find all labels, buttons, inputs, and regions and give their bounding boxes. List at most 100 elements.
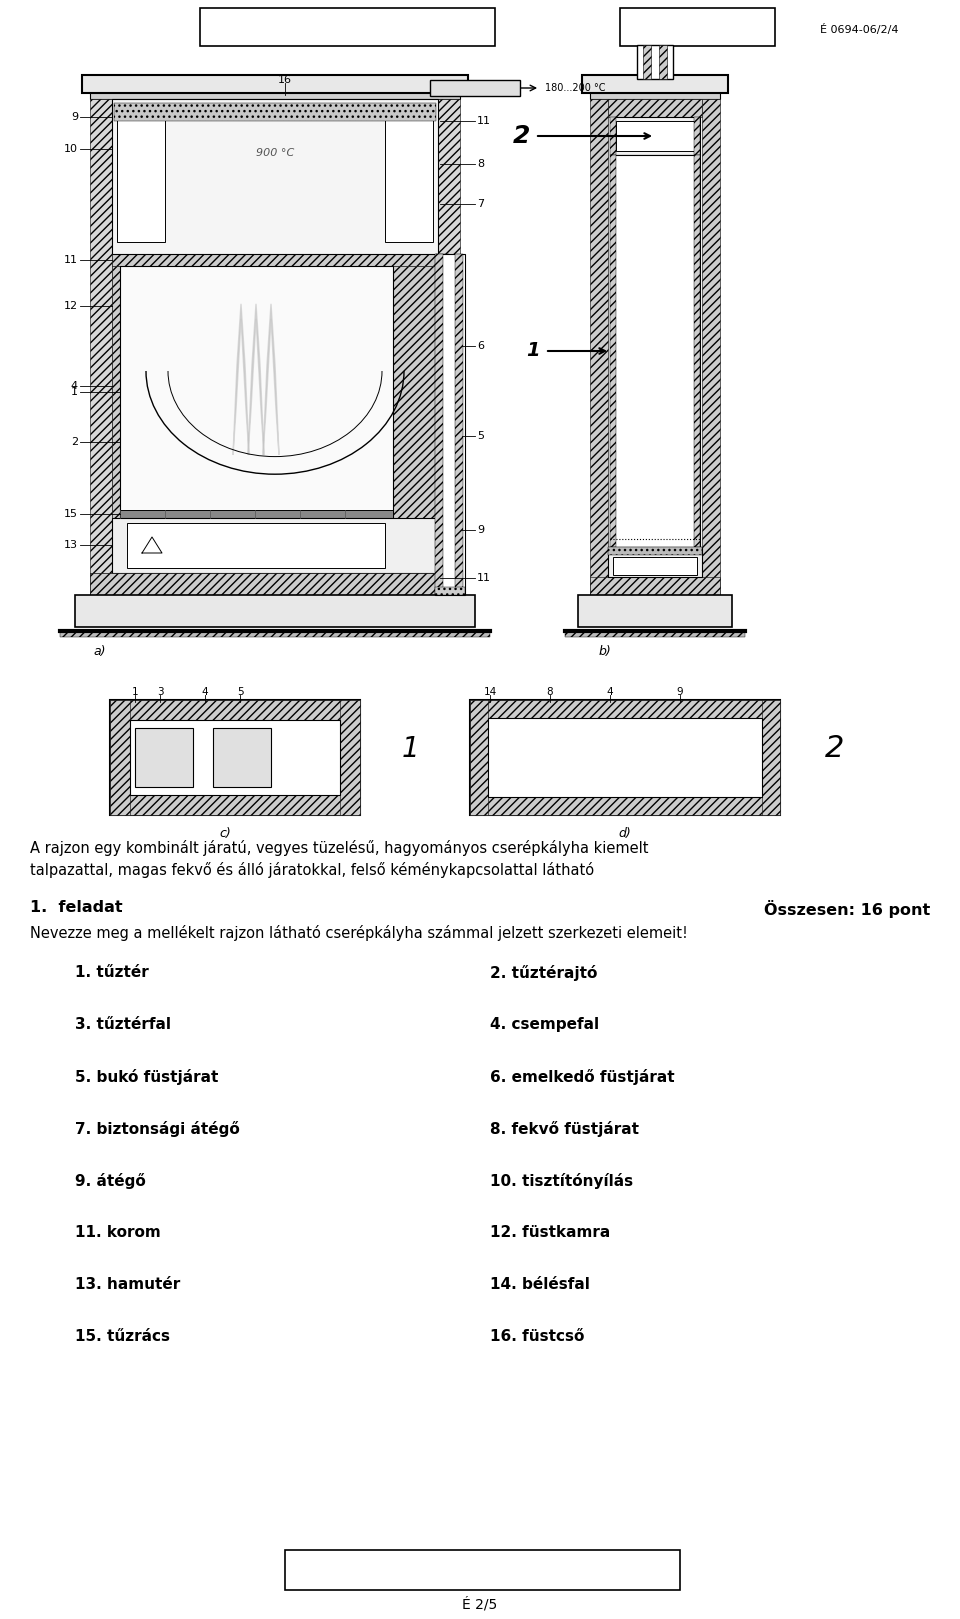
Text: 2. tűztérajtó: 2. tűztérajtó — [490, 965, 597, 981]
Bar — [435, 254, 443, 596]
Bar — [135, 729, 193, 787]
Text: 9: 9 — [71, 112, 78, 121]
Text: 9. átégő: 9. átégő — [75, 1174, 146, 1188]
Text: 13. hamutér: 13. hamutér — [75, 1277, 180, 1292]
Text: 4: 4 — [202, 686, 208, 698]
Bar — [82, 74, 468, 92]
Bar — [620, 8, 775, 45]
Text: 9: 9 — [677, 686, 684, 698]
Text: 5: 5 — [237, 686, 243, 698]
Text: 11: 11 — [64, 256, 78, 266]
Bar — [590, 576, 720, 596]
Text: Nevezze meg a mellékelt rajzon látható cserépkályha számmal jelzett szerkezeti e: Nevezze meg a mellékelt rajzon látható c… — [30, 924, 688, 941]
Bar — [610, 155, 700, 547]
Polygon shape — [248, 304, 264, 455]
Text: 11: 11 — [477, 573, 491, 583]
Bar — [659, 45, 667, 79]
Bar — [470, 699, 780, 717]
Bar — [455, 254, 463, 596]
Bar — [762, 699, 780, 814]
Bar — [613, 557, 697, 575]
Text: 12. füstkamra: 12. füstkamra — [490, 1226, 611, 1240]
Bar — [112, 254, 438, 266]
Bar — [565, 631, 745, 636]
Bar — [340, 699, 360, 814]
Bar — [90, 573, 460, 596]
Text: 8. fekvő füstjárat: 8. fekvő füstjárat — [490, 1120, 639, 1137]
Text: b): b) — [599, 644, 612, 657]
Text: 10. tisztítónyílás: 10. tisztítónyílás — [490, 1174, 634, 1188]
Text: 15. tűzrács: 15. tűzrács — [75, 1329, 170, 1344]
Text: 2: 2 — [826, 733, 845, 763]
Text: 3: 3 — [156, 686, 163, 698]
Text: 11: 11 — [477, 117, 491, 126]
Text: 13: 13 — [64, 541, 78, 550]
Bar — [110, 795, 360, 814]
Text: Összesen: 16 pont: Összesen: 16 pont — [764, 900, 930, 918]
Text: 1. tűztér: 1. tűztér — [75, 965, 149, 979]
Bar — [610, 117, 616, 155]
Text: 1: 1 — [526, 342, 540, 361]
Bar — [90, 573, 460, 596]
Text: 15: 15 — [64, 508, 78, 520]
Text: 7. biztonsági átégő: 7. biztonsági átégő — [75, 1120, 240, 1137]
Text: 14. bélésfal: 14. bélésfal — [490, 1277, 589, 1292]
Text: 4: 4 — [607, 686, 613, 698]
Bar — [694, 155, 700, 547]
Bar — [578, 596, 732, 627]
Text: 900 °C: 900 °C — [256, 149, 294, 159]
Bar — [114, 104, 436, 121]
Bar — [488, 717, 762, 797]
Bar — [112, 266, 120, 518]
Text: 7: 7 — [477, 199, 484, 209]
Bar — [610, 117, 700, 155]
Bar — [120, 510, 393, 518]
Text: a): a) — [94, 644, 107, 657]
Bar — [110, 699, 360, 720]
Bar — [110, 699, 360, 814]
Text: 1.  feladat: 1. feladat — [30, 900, 123, 915]
Text: 8: 8 — [477, 159, 484, 168]
Text: 10: 10 — [64, 144, 78, 154]
Bar — [438, 99, 460, 596]
Text: 4. csempefal: 4. csempefal — [490, 1017, 599, 1031]
Bar — [435, 254, 465, 596]
Bar — [60, 631, 490, 636]
Text: 1: 1 — [71, 387, 78, 397]
Bar — [90, 92, 460, 99]
Bar — [130, 720, 340, 795]
Text: 5. bukó füstjárat: 5. bukó füstjárat — [75, 1069, 218, 1085]
Bar — [616, 121, 694, 151]
Text: 3. tűztérfal: 3. tűztérfal — [75, 1017, 171, 1031]
Bar — [213, 729, 271, 787]
Text: talpazattal, magas fekvő és álló járatokkal, felső kéménykapcsolattal látható: talpazattal, magas fekvő és álló járatok… — [30, 861, 594, 877]
Text: 11. korom: 11. korom — [75, 1226, 160, 1240]
Text: 5: 5 — [477, 431, 484, 440]
Text: 2: 2 — [71, 437, 78, 447]
Bar — [637, 45, 673, 79]
Text: 14: 14 — [484, 686, 496, 698]
Bar — [590, 92, 720, 99]
Text: É 0694-06/2/4: É 0694-06/2/4 — [820, 24, 898, 36]
Text: c): c) — [219, 827, 230, 840]
Bar — [470, 699, 488, 814]
Polygon shape — [263, 304, 279, 455]
Text: 6: 6 — [477, 342, 484, 351]
Text: 1: 1 — [401, 735, 419, 763]
Text: É 2/5: É 2/5 — [463, 1596, 497, 1611]
Bar — [200, 8, 495, 45]
Bar — [702, 99, 720, 596]
Bar — [90, 99, 112, 596]
Bar — [470, 699, 780, 814]
Bar — [110, 699, 130, 814]
Bar — [643, 45, 651, 79]
Bar — [435, 588, 465, 596]
Text: 6. emelkedő füstjárat: 6. emelkedő füstjárat — [490, 1069, 675, 1085]
Text: 8: 8 — [546, 686, 553, 698]
Bar — [430, 79, 520, 96]
Bar — [610, 155, 616, 547]
Text: 9: 9 — [477, 525, 484, 534]
Text: 1: 1 — [132, 686, 138, 698]
Bar — [694, 117, 700, 155]
Bar — [112, 99, 438, 254]
